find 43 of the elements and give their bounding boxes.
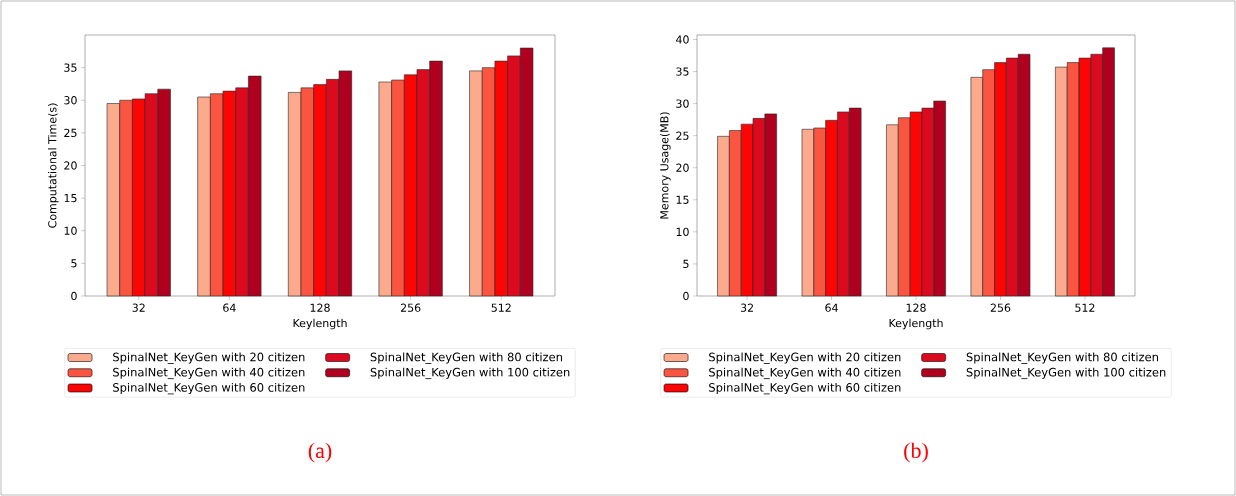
y-axis-title: Memory Usage(MB)	[659, 112, 671, 219]
legend-label: SpinalNet_KeyGen with 80 citizen	[370, 352, 562, 364]
y-tick-label: 0	[71, 291, 77, 301]
x-axis-title: Keylength	[293, 318, 347, 330]
legend-label: SpinalNet_KeyGen with 20 citizen	[709, 352, 901, 364]
y-tick-label: 20	[64, 161, 77, 170]
y-tick-label: 30	[64, 96, 77, 105]
y-tick-label: 25	[676, 131, 689, 140]
y-tick-label: 15	[676, 195, 689, 204]
y-tick-label: 40	[676, 35, 689, 44]
legend-label: SpinalNet_KeyGen with 100 citizen	[370, 367, 570, 380]
text: (b)	[904, 442, 928, 463]
y-tick-label: 35	[676, 67, 689, 76]
y-tick-label: 25	[64, 128, 77, 138]
x-tick-label: 32	[132, 303, 145, 312]
y-tick-label: 35	[64, 63, 77, 72]
legend-label: SpinalNet_KeyGen with 40 citizen	[709, 367, 901, 380]
x-tick-label: 256	[990, 303, 1011, 312]
legend-label: SpinalNet_KeyGen with 20 citizen	[113, 352, 305, 364]
legend-label: SpinalNet_KeyGen with 100 citizen	[966, 367, 1166, 380]
x-tick-label: 64	[223, 303, 236, 312]
legend-label: SpinalNet_KeyGen with 40 citizen	[113, 367, 305, 380]
legend-label: SpinalNet_KeyGen with 60 citizen	[709, 382, 901, 395]
text: (a)	[308, 442, 332, 463]
y-tick-label: 0	[683, 291, 689, 301]
y-axis-title: Computational Time(s)	[47, 103, 59, 228]
y-tick-label: 30	[676, 99, 689, 108]
x-tick-label: 256	[400, 303, 421, 312]
y-tick-label: 20	[676, 163, 689, 172]
x-tick-label: 32	[740, 303, 753, 312]
y-tick-label: 15	[64, 194, 77, 203]
x-tick-label: 64	[825, 303, 838, 312]
x-tick-label: 512	[491, 303, 511, 312]
y-tick-label: 5	[683, 259, 689, 269]
x-tick-label: 512	[1075, 303, 1095, 312]
x-tick-label: 128	[310, 303, 330, 312]
x-axis-title: Keylength	[889, 318, 943, 330]
legend-label: SpinalNet_KeyGen with 80 citizen	[966, 352, 1158, 364]
legend-label: SpinalNet_KeyGen with 60 citizen	[113, 382, 305, 395]
x-tick-label: 128	[906, 303, 926, 312]
y-tick-label: 10	[676, 227, 689, 237]
y-tick-label: 5	[71, 259, 77, 268]
y-tick-label: 10	[64, 226, 77, 235]
